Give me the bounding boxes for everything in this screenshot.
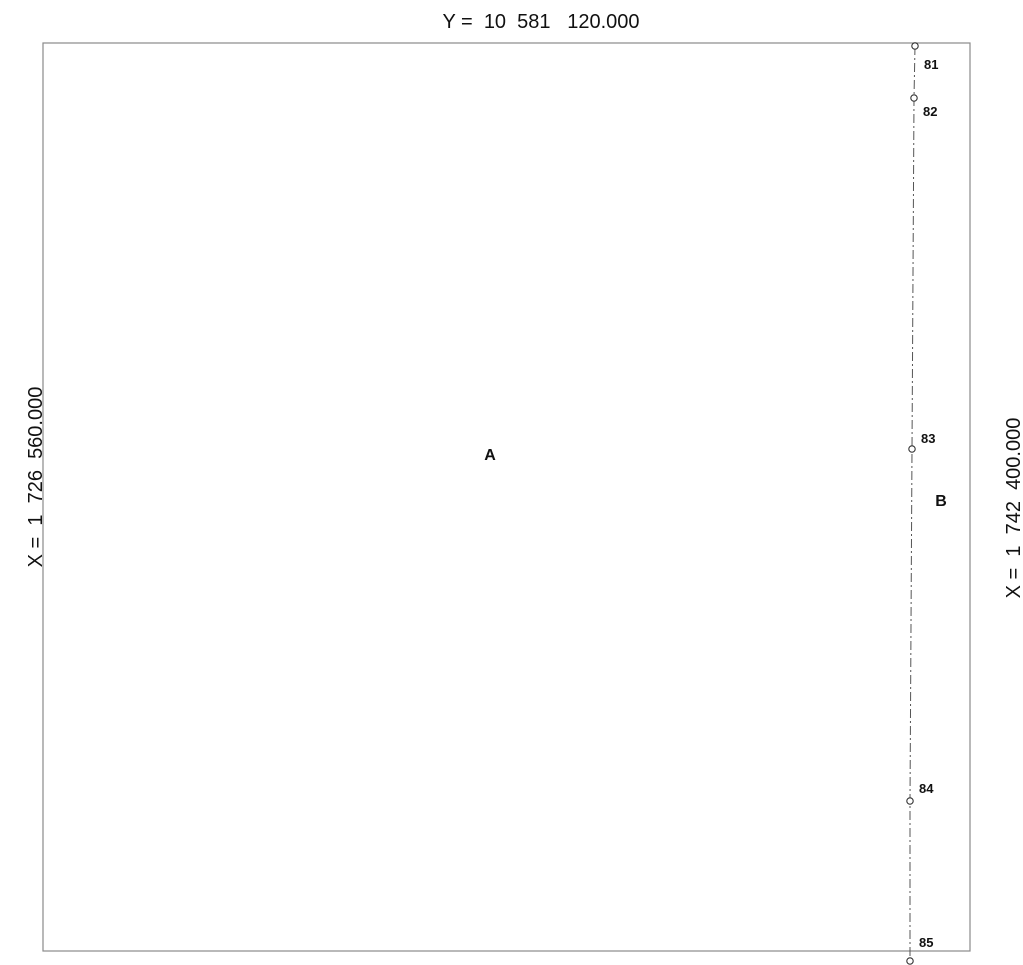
survey-point-label: 81 <box>924 57 938 72</box>
survey-point-82: 82 <box>910 94 937 119</box>
parcel-boundary <box>42 42 971 952</box>
survey-point-marker <box>908 445 916 453</box>
survey-point-marker <box>911 42 919 50</box>
survey-point-label: 82 <box>923 104 937 119</box>
area-a-label: A <box>484 447 496 464</box>
right-coordinate-label: X = 1 742 400.000 <box>1003 418 1023 599</box>
area-b-label: B <box>935 493 947 510</box>
survey-point-marker <box>910 94 918 102</box>
survey-point-85: 85 <box>906 935 933 965</box>
survey-point-81: 81 <box>911 42 938 72</box>
survey-point-83: 83 <box>908 431 935 453</box>
division-line <box>909 45 916 961</box>
survey-point-label: 83 <box>921 431 935 446</box>
top-coordinate-label: Y = 10 581 120.000 <box>442 11 639 33</box>
survey-point-84: 84 <box>906 781 934 805</box>
left-coordinate-label: X = 1 726 560.000 <box>25 387 47 568</box>
survey-point-label: 84 <box>919 781 934 796</box>
survey-point-label: 85 <box>919 935 933 950</box>
survey-point-marker <box>906 797 914 805</box>
survey-point-marker <box>906 957 914 965</box>
